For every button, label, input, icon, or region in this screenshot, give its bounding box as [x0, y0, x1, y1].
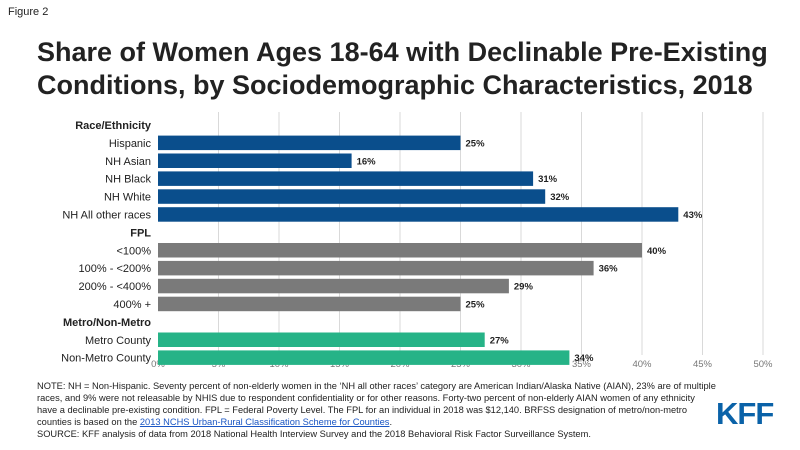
bar [158, 135, 461, 151]
category-label: 400% + [113, 299, 151, 311]
note-link-end: . [389, 417, 393, 427]
data-label: 43% [683, 210, 703, 221]
figure-label: Figure 2 [8, 6, 49, 18]
bar [158, 171, 534, 186]
data-label: 29% [514, 282, 534, 293]
chart-title-line-1: Share of Women Ages 18-64 with Declinabl… [37, 37, 768, 67]
category-label: NH Asian [105, 156, 151, 168]
data-label: 32% [550, 192, 570, 203]
category-label: 200% - <400% [79, 281, 152, 293]
group-header: Race/Ethnicity [75, 120, 152, 132]
bar [158, 296, 461, 312]
category-label: NH Black [105, 174, 151, 186]
data-label: 25% [466, 138, 486, 149]
chart-title-line-2: Conditions, by Sociodemographic Characte… [37, 70, 753, 100]
group-header: Metro/Non-Metro [63, 317, 151, 329]
category-label: Non-Metro County [61, 353, 151, 365]
data-label: 25% [466, 299, 486, 310]
x-tick-label: 45% [693, 359, 713, 370]
kff-logo: KFF [716, 396, 774, 431]
category-label: NH All other races [62, 209, 151, 221]
data-label: 40% [647, 246, 667, 257]
bar [158, 278, 509, 294]
data-label: 31% [538, 174, 558, 185]
data-label: 27% [490, 335, 510, 346]
category-label: NH White [104, 192, 151, 204]
bar [158, 153, 352, 168]
bar-chart: 0%5%10%15%20%25%30%35%40%45%50%Race/Ethn… [61, 112, 773, 370]
x-tick-label: 40% [632, 359, 652, 370]
bar [158, 260, 594, 276]
bar [158, 207, 679, 222]
category-label: Metro County [85, 335, 152, 347]
note-text: NOTE: NH = Non-Hispanic. Seventy percent… [37, 380, 717, 428]
data-label: 16% [357, 156, 377, 167]
category-label: Hispanic [109, 138, 152, 150]
group-header: FPL [130, 227, 151, 239]
category-label: <100% [116, 245, 151, 257]
data-label: 34% [574, 353, 594, 364]
footnote: NOTE: NH = Non-Hispanic. Seventy percent… [37, 380, 717, 440]
bar [158, 243, 642, 258]
note-main: NOTE: NH = Non-Hispanic. Seventy percent… [37, 381, 716, 427]
category-label: 100% - <200% [79, 263, 152, 275]
data-label: 36% [599, 264, 619, 275]
bar [158, 189, 546, 204]
source-text: SOURCE: KFF analysis of data from 2018 N… [37, 429, 591, 439]
x-tick-label: 50% [753, 359, 773, 370]
classification-scheme-link[interactable]: 2013 NCHS Urban-Rural Classification Sch… [139, 417, 390, 427]
bar [158, 332, 485, 347]
bar [158, 350, 570, 365]
x-tick-label: 35% [572, 359, 592, 370]
chart-title: Share of Women Ages 18-64 with Declinabl… [37, 36, 777, 102]
